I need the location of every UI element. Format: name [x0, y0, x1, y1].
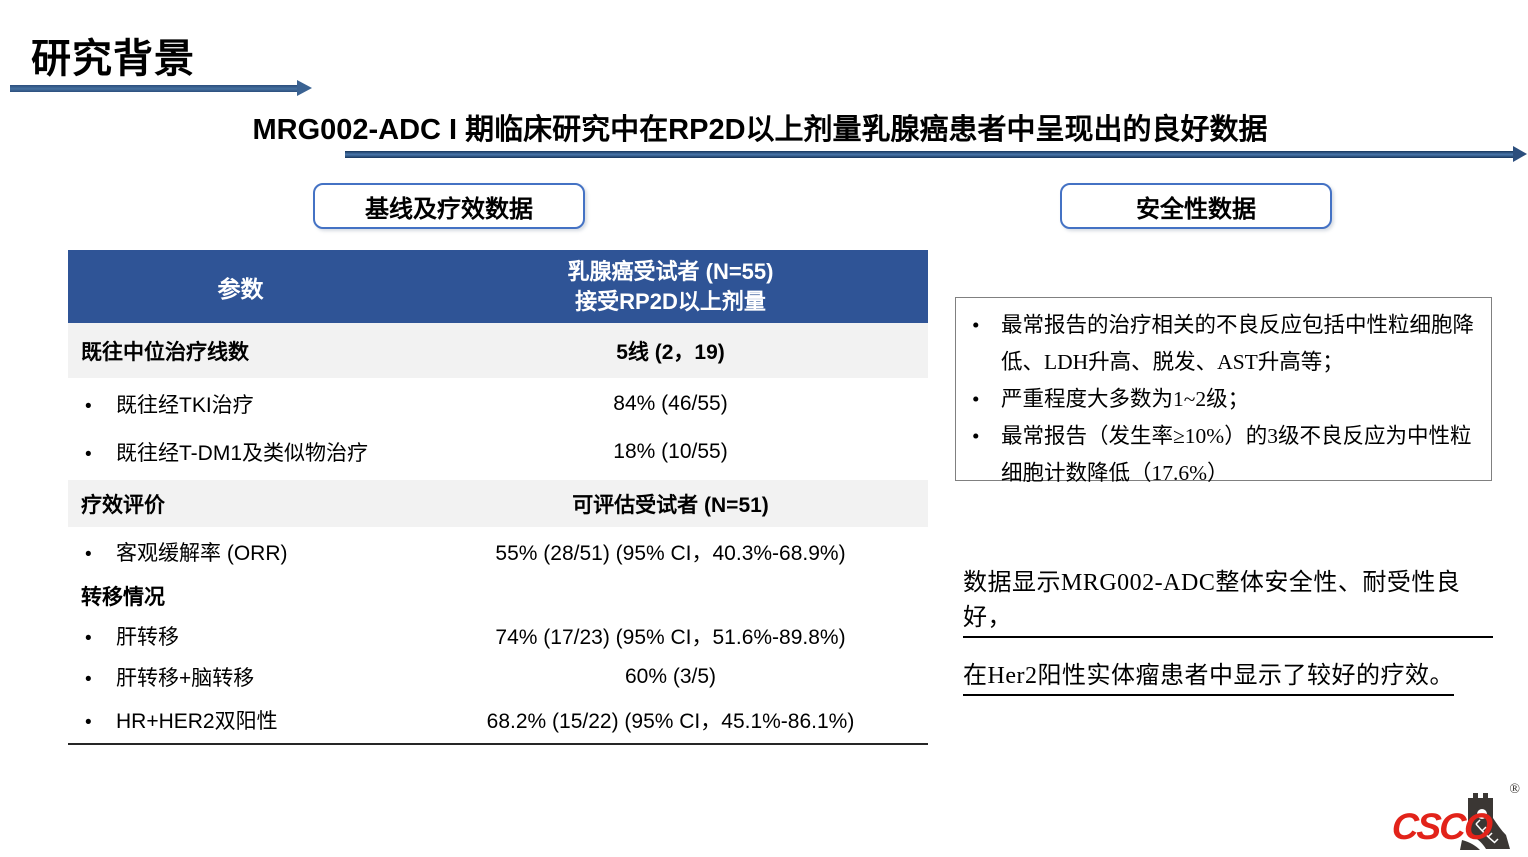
param-cell: 转移情况 [81, 585, 165, 609]
safety-bullet-item: • 严重程度大多数为1~2级； [968, 381, 1481, 418]
param-cell: 客观缓解率 (ORR) [68, 537, 413, 567]
header-cohort-line1: 乳腺癌受试者 (N=55) [567, 258, 774, 284]
value-cell: 74% (17/23) (95% CI，51.6%-89.8%) [495, 625, 846, 649]
arrow-head [297, 80, 312, 96]
csco-logo: CSCO ® [1390, 780, 1520, 854]
safety-text: 最常报告（发生率≥10%）的3级不良反应为中性粒细胞计数降低（17.6%） [1001, 424, 1472, 485]
safety-bullet-item: • 最常报告的治疗相关的不良反应包括中性粒细胞降低、LDH升高、脱发、AST升高… [968, 307, 1481, 381]
bullet-icon: • [972, 313, 980, 337]
value-cell: 55% (28/51) (95% CI，40.3%-68.9%) [495, 542, 846, 565]
header-param-cell: 参数 [217, 275, 264, 302]
table-row: 既往经T-DM1及类似物治疗 18% (10/55) [68, 430, 928, 473]
bullet-icon: • [972, 387, 980, 411]
table-row: 既往中位治疗线数 5线 (2，19) [68, 323, 928, 378]
arrow-shaft [345, 150, 1513, 158]
great-wall-icon [1460, 793, 1510, 850]
table-row: 肝转移+脑转移 60% (3/5) [68, 657, 928, 697]
value-cell: 5线 (2，19) [616, 340, 725, 364]
param-cell: HR+HER2双阳性 [68, 705, 413, 735]
table-row: 客观缓解率 (ORR) 55% (28/51) (95% CI，40.3%-68… [68, 527, 928, 577]
table-row: 疗效评价 可评估受试者 (N=51) [68, 480, 928, 527]
title-arrow-icon [345, 146, 1527, 162]
section-arrow-icon [10, 80, 312, 96]
table-row: 肝转移 74% (17/23) (95% CI，51.6%-89.8%) [68, 614, 928, 657]
header-cohort-line2: 接受RP2D以上剂量 [575, 288, 766, 314]
value-cell: 60% (3/5) [624, 665, 717, 688]
table-header-row: 参数 乳腺癌受试者 (N=55) 接受RP2D以上剂量 [68, 250, 928, 323]
table-row: HR+HER2双阳性 68.2% (15/22) (95% CI，45.1%-8… [68, 697, 928, 743]
page-title: MRG002-ADC I 期临床研究中在RP2D以上剂量乳腺癌患者中呈现出的良好… [252, 114, 1268, 146]
conclusion-line1: 数据显示MRG002-ADC整体安全性、耐受性良好， [963, 562, 1493, 638]
table-row: 既往经TKI治疗 84% (46/55) [68, 378, 928, 430]
conclusion-line2: 在Her2阳性实体瘤患者中显示了较好的疗效。 [963, 655, 1454, 696]
safety-bullet-item: • 最常报告（发生率≥10%）的3级不良反应为中性粒细胞计数降低（17.6%） [968, 418, 1481, 492]
value-cell: 84% (46/55) [613, 392, 728, 415]
value-cell: 68.2% (15/22) (95% CI，45.1%-86.1%) [486, 710, 855, 733]
header-cohort-cell: 乳腺癌受试者 (N=55) 接受RP2D以上剂量 [413, 250, 928, 323]
efficacy-table: 参数 乳腺癌受试者 (N=55) 接受RP2D以上剂量 既往中位治疗线数 5线 … [68, 250, 928, 745]
param-cell: 肝转移+脑转移 [68, 662, 413, 692]
bullet-icon: • [972, 424, 980, 448]
safety-panel: • 最常报告的治疗相关的不良反应包括中性粒细胞降低、LDH升高、脱发、AST升高… [955, 297, 1492, 485]
arrow-head [1513, 146, 1527, 162]
safety-text: 最常报告的治疗相关的不良反应包括中性粒细胞降低、LDH升高、脱发、AST升高等； [1001, 313, 1475, 374]
table-row: 转移情况 [68, 577, 928, 614]
csco-wordmark: CSCO [1390, 806, 1493, 847]
registered-mark: ® [1509, 782, 1520, 797]
param-cell: 肝转移 [68, 621, 413, 651]
param-cell: 既往经TKI治疗 [68, 389, 413, 419]
value-cell: 可评估受试者 (N=51) [572, 493, 769, 517]
value-cell: 18% (10/55) [613, 439, 728, 463]
safety-text: 严重程度大多数为1~2级； [1001, 387, 1250, 411]
conclusion-text: 数据显示MRG002-ADC整体安全性、耐受性良好， 在Her2阳性实体瘤患者中… [963, 562, 1493, 713]
arrow-shaft [10, 84, 297, 92]
row-spacer [68, 473, 928, 480]
badge-baseline-efficacy: 基线及疗效数据 [313, 183, 585, 229]
badge-safety: 安全性数据 [1060, 183, 1332, 229]
param-cell: 疗效评价 [81, 493, 165, 517]
param-cell: 既往中位治疗线数 [81, 340, 249, 364]
param-cell: 既往经T-DM1及类似物治疗 [68, 437, 413, 467]
section-title: 研究背景 [31, 37, 195, 81]
